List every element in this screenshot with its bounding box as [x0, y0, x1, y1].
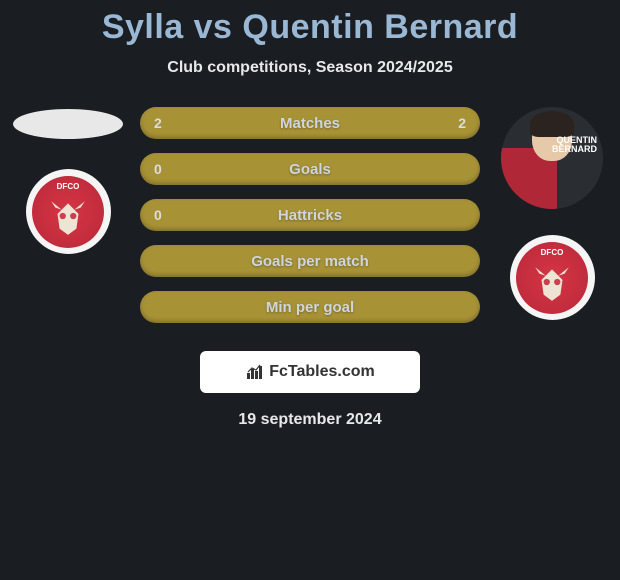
subtitle: Club competitions, Season 2024/2025 — [0, 59, 620, 77]
stat-label: Min per goal — [266, 299, 354, 316]
stat-row: Goals per match — [140, 245, 480, 277]
right-club-logo: DFCO — [510, 235, 595, 320]
club-abbr: DFCO — [516, 248, 588, 257]
stat-row: Min per goal — [140, 291, 480, 323]
left-player-column: DFCO — [8, 107, 128, 254]
left-club-logo: DFCO — [26, 169, 111, 254]
stat-bars: 2 Matches 2 0 Goals 0 Hattricks Goals pe… — [140, 107, 480, 323]
stat-label: Matches — [280, 115, 340, 132]
stats-area: DFCO QUENTIN BE — [0, 107, 620, 347]
chart-icon — [245, 363, 265, 381]
player-name-tag: QUENTIN BERNARD — [552, 136, 597, 156]
club-badge: DFCO — [32, 176, 104, 248]
stat-left-value: 0 — [154, 161, 162, 177]
stat-label: Goals — [289, 161, 331, 178]
brand-logo: FcTables.com — [245, 363, 375, 381]
name-tag-last: BERNARD — [552, 145, 597, 155]
club-badge: DFCO — [516, 242, 588, 314]
owl-icon — [47, 195, 89, 237]
stat-row: 0 Goals — [140, 153, 480, 185]
brand-text: FcTables.com — [269, 363, 375, 381]
owl-icon — [531, 261, 573, 303]
page-title: Sylla vs Quentin Bernard — [0, 8, 620, 47]
club-abbr: DFCO — [32, 182, 104, 191]
stat-left-value: 0 — [154, 207, 162, 223]
stat-row: 0 Hattricks — [140, 199, 480, 231]
date-label: 19 september 2024 — [0, 411, 620, 429]
player-photo: QUENTIN BERNARD — [501, 107, 603, 209]
player-photo-placeholder — [13, 109, 123, 139]
stat-label: Hattricks — [278, 207, 342, 224]
stat-row: 2 Matches 2 — [140, 107, 480, 139]
right-player-column: QUENTIN BERNARD DFCO — [492, 107, 612, 320]
stat-label: Goals per match — [251, 253, 369, 270]
stat-right-value: 2 — [458, 115, 466, 131]
stat-left-value: 2 — [154, 115, 162, 131]
brand-box: FcTables.com — [200, 351, 420, 393]
comparison-card: Sylla vs Quentin Bernard Club competitio… — [0, 0, 620, 429]
